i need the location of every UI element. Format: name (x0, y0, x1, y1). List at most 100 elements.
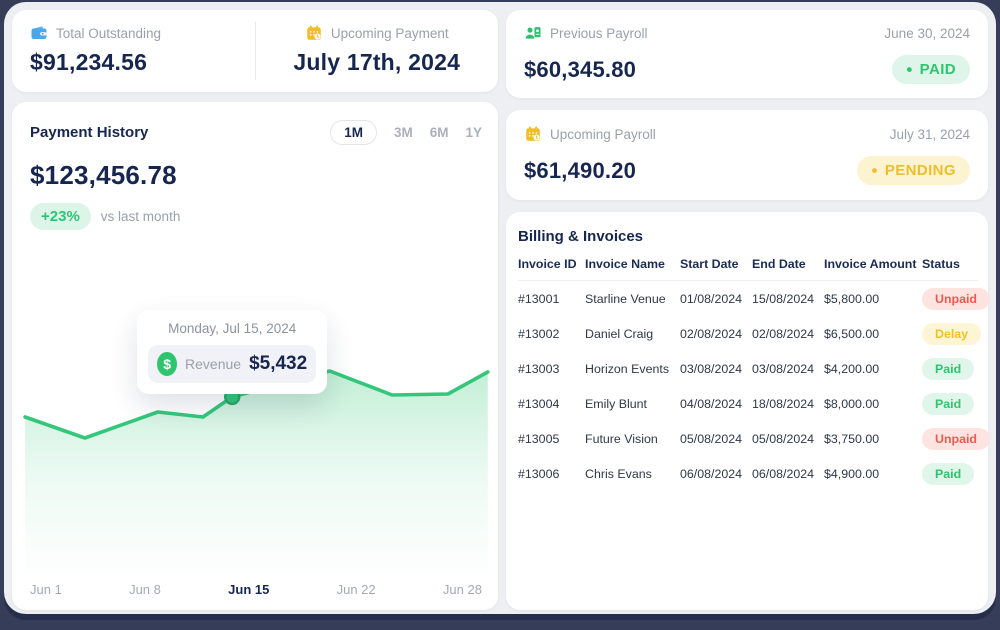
invoice-status-pill: Paid (922, 357, 975, 380)
invoice-row[interactable]: #13006 Chris Evans 06/08/2024 06/08/2024 $4,… (518, 456, 978, 491)
column-header: Invoice ID (518, 257, 577, 271)
billing-title: Billing & Invoices (518, 228, 644, 245)
change-badge: +23% (30, 203, 91, 230)
invoice-amount: $4,900.00 (824, 466, 880, 481)
column-header: Invoice Amount (824, 257, 917, 271)
x-axis-label: Jun 8 (129, 582, 161, 597)
invoice-amount: $4,200.00 (824, 361, 880, 376)
upcoming-payroll-label: Upcoming Payroll (550, 126, 656, 142)
invoices-table: Invoice ID Invoice Name Start Date End Date… (518, 257, 990, 491)
payment-history-title: Payment History (30, 124, 149, 141)
upcoming-payment-label: Upcoming Payment (330, 25, 449, 41)
tab-3m[interactable]: 3M (393, 125, 413, 140)
upcoming-payment-value: July 17th, 2024 (293, 49, 461, 75)
invoice-amount: $8,000.00 (824, 396, 880, 411)
invoices-table-body: #13001 Starline Venue 01/08/2024 15/08/2024… (518, 281, 990, 491)
column-header: Status (922, 257, 960, 271)
chart-area-fill (25, 371, 488, 572)
tooltip-date: Monday, Jul 15, 2024 (168, 320, 297, 336)
invoice-id: #13002 (518, 326, 560, 341)
invoice-id: #13006 (518, 466, 560, 481)
column-header: Start Date (680, 257, 739, 271)
payment-history-card: Payment History 1M 3M 6M 1Y $123,456.78 +23… (12, 102, 498, 610)
invoice-start: 01/08/2024 (680, 291, 743, 306)
upcoming-payroll-date: July 31, 2024 (889, 126, 970, 142)
total-outstanding-value: $91,234.56 (30, 49, 148, 75)
upcoming-payment-section: Upcoming Payment July 17th, 2024 (256, 10, 499, 92)
invoice-end: 15/08/2024 (752, 291, 815, 306)
invoice-row[interactable]: #13001 Starline Venue 01/08/2024 15/08/2024… (518, 281, 990, 316)
column-header: End Date (752, 257, 806, 271)
paid-status-text: PAID (919, 61, 956, 78)
tooltip-series-label: Revenue (185, 355, 242, 372)
previous-payroll-label: Previous Payroll (550, 25, 648, 41)
payroll-icon (525, 27, 541, 39)
tab-1y[interactable]: 1Y (465, 125, 482, 140)
invoice-row[interactable]: #13004 Emily Blunt 04/08/2024 18/08/2024 $8,… (518, 386, 978, 421)
invoice-start: 03/08/2024 (680, 361, 743, 376)
upcoming-payroll-card: Upcoming Payroll July 31, 2024 $61,490.2… (506, 110, 988, 200)
tab-1m[interactable]: 1M (330, 120, 377, 145)
invoices-table-header: Invoice ID Invoice Name Start Date End Date… (518, 257, 978, 281)
invoice-status-pill: Paid (922, 462, 975, 485)
upcoming-payroll-amount: $61,490.20 (524, 157, 637, 183)
column-header: Invoice Name (585, 257, 665, 271)
tooltip-value-row: $ Revenue $5,432 (148, 344, 317, 383)
invoice-start: 04/08/2024 (680, 396, 743, 411)
dollar-circle-icon: $ (157, 351, 178, 376)
invoice-id: #13004 (518, 396, 560, 411)
invoice-name: Daniel Craig (585, 326, 654, 341)
wallet-icon (31, 26, 47, 39)
invoice-end: 03/08/2024 (752, 361, 815, 376)
x-axis-label: Jun 28 (442, 582, 482, 597)
invoice-start: 02/08/2024 (680, 326, 743, 341)
chart-tooltip: Monday, Jul 15, 2024 $ Revenue $5,432 (137, 309, 328, 394)
x-axis-label: Jun 22 (336, 582, 376, 597)
invoice-status-pill: Unpaid (922, 287, 990, 310)
invoice-name: Horizon Events (585, 361, 670, 376)
total-outstanding-label: Total Outstanding (56, 25, 162, 41)
invoice-row[interactable]: #13005 Future Vision 05/08/2024 05/08/2024 $… (518, 421, 990, 456)
invoice-amount: $6,500.00 (824, 326, 880, 341)
invoice-status-pill: Delay (922, 322, 982, 345)
invoice-name: Future Vision (585, 431, 658, 446)
time-range-tabs: 1M 3M 6M 1Y (330, 120, 482, 145)
tooltip-value: $5,432 (249, 352, 308, 374)
previous-payroll-date: June 30, 2024 (884, 25, 970, 41)
summary-card: Total Outstanding $91,234.56 Upcoming Pa… (12, 10, 498, 92)
invoice-id: #13001 (518, 291, 560, 306)
previous-payroll-amount: $60,345.80 (524, 56, 637, 82)
invoice-end: 06/08/2024 (752, 466, 815, 481)
invoice-amount: $3,750.00 (824, 431, 880, 446)
invoice-name: Emily Blunt (585, 396, 647, 411)
invoice-name: Chris Evans (585, 466, 652, 481)
x-axis-label: Jun 1 (30, 582, 62, 597)
invoice-row[interactable]: #13003 Horizon Events 03/08/2024 03/08/2024… (518, 351, 978, 386)
invoice-start: 06/08/2024 (680, 466, 743, 481)
invoice-start: 05/08/2024 (680, 431, 743, 446)
summary-divider (254, 22, 256, 80)
invoice-id: #13003 (518, 361, 560, 376)
paid-status-badge: • PAID (892, 55, 970, 84)
pending-status-text: PENDING (884, 162, 956, 179)
invoice-name: Starline Venue (585, 291, 666, 306)
pending-status-badge: • PENDING (857, 156, 970, 185)
calendar-clock-icon (307, 25, 321, 40)
total-outstanding-section: Total Outstanding $91,234.56 (12, 10, 255, 92)
invoice-amount: $5,800.00 (824, 291, 880, 306)
invoice-status-pill: Unpaid (922, 427, 990, 450)
payment-history-amount: $123,456.78 (30, 160, 177, 190)
invoice-end: 05/08/2024 (752, 431, 815, 446)
chart-x-axis: Jun 1 Jun 8 Jun 15 Jun 22 Jun 28 (30, 582, 482, 597)
x-axis-label: Jun 15 (228, 582, 270, 597)
invoice-status-pill: Paid (922, 392, 975, 415)
calendar-clock-icon (526, 126, 540, 141)
previous-payroll-card: Previous Payroll June 30, 2024 $60,345.8… (506, 10, 988, 98)
billing-invoices-card: Billing & Invoices Invoice ID Invoice Nam… (506, 212, 990, 610)
tab-6m[interactable]: 6M (429, 125, 449, 140)
invoice-id: #13005 (518, 431, 560, 446)
invoice-end: 02/08/2024 (752, 326, 815, 341)
change-caption: vs last month (100, 209, 181, 224)
invoice-end: 18/08/2024 (752, 396, 815, 411)
invoice-row[interactable]: #13002 Daniel Craig 02/08/2024 02/08/2024 $6… (518, 316, 982, 351)
